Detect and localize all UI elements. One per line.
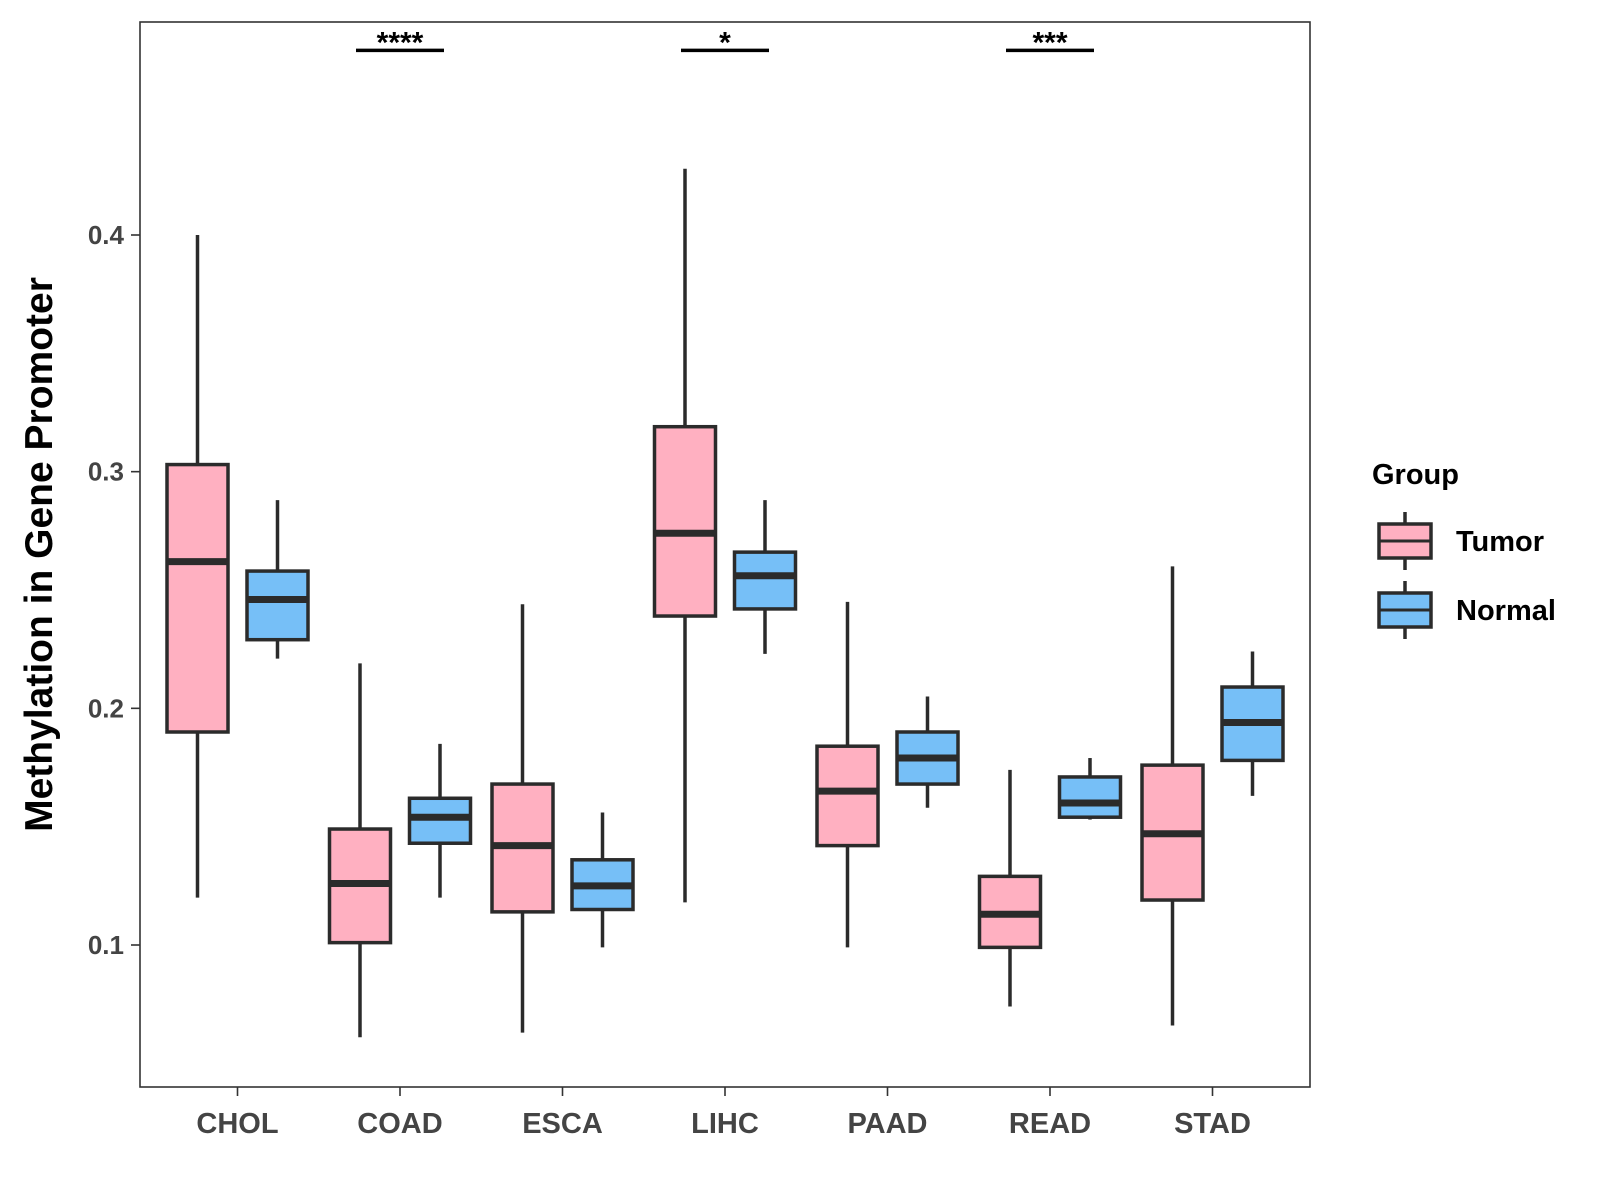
legend-title: Group	[1372, 459, 1459, 491]
legend-label-normal: Normal	[1456, 595, 1556, 627]
x-tick-label: ESCA	[522, 1108, 603, 1140]
x-tick-label: CHOL	[196, 1108, 278, 1140]
box-tumor-lihc	[652, 424, 718, 618]
x-tick-label: READ	[1009, 1108, 1091, 1140]
x-tick-label: STAD	[1174, 1108, 1251, 1140]
box-normal-lihc	[732, 550, 798, 611]
y-tick-label: 0.3	[88, 457, 124, 487]
x-tick-label: LIHC	[691, 1108, 759, 1140]
x-tick-label: PAAD	[847, 1108, 927, 1140]
y-tick-label: 0.4	[88, 220, 125, 250]
y-axis-title: Methylation in Gene Promoter	[18, 277, 61, 832]
box-tumor-chol	[165, 462, 230, 734]
significance-label-lihc: *	[719, 26, 731, 59]
significance-label-read: ***	[1032, 26, 1067, 59]
plot-panel-border	[139, 21, 1311, 1088]
significance-label-coad: ****	[377, 26, 424, 59]
box-normal-chol	[245, 569, 310, 642]
x-tick-label: COAD	[357, 1108, 442, 1140]
y-tick-label: 0.2	[88, 693, 124, 723]
box-tumor-paad	[815, 744, 880, 848]
y-tick-label: 0.1	[88, 930, 124, 960]
legend-label-tumor: Tumor	[1456, 526, 1544, 558]
box-normal-read	[1057, 775, 1123, 819]
box-normal-coad	[407, 796, 473, 845]
